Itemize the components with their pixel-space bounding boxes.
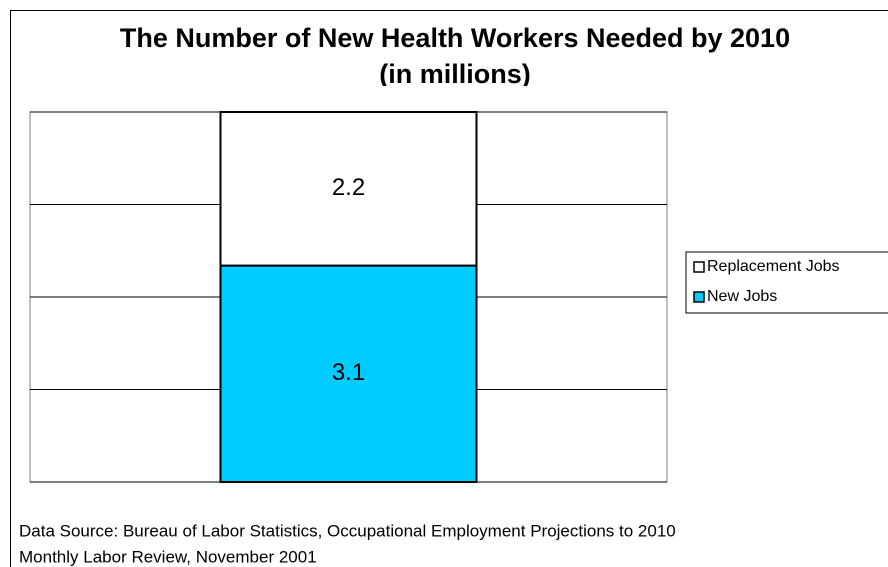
footnote: Data Source: Bureau of Labor Statistics,… [19, 521, 676, 540]
chart-title: The Number of New Health Workers Needed … [120, 23, 790, 53]
legend-label: New Jobs [707, 288, 777, 305]
data-label: 3.1 [332, 359, 365, 386]
bar-segment [219, 111, 478, 267]
bar-segment [219, 264, 478, 483]
legend-label: Replacement Jobs [707, 258, 840, 275]
legend-swatch [693, 291, 705, 303]
footnote: Monthly Labor Review, November 2001 [19, 547, 317, 566]
chart-title: (in millions) [379, 59, 531, 89]
legend-box [685, 251, 888, 314]
data-label: 2.2 [332, 174, 365, 201]
legend-swatch [693, 261, 705, 273]
